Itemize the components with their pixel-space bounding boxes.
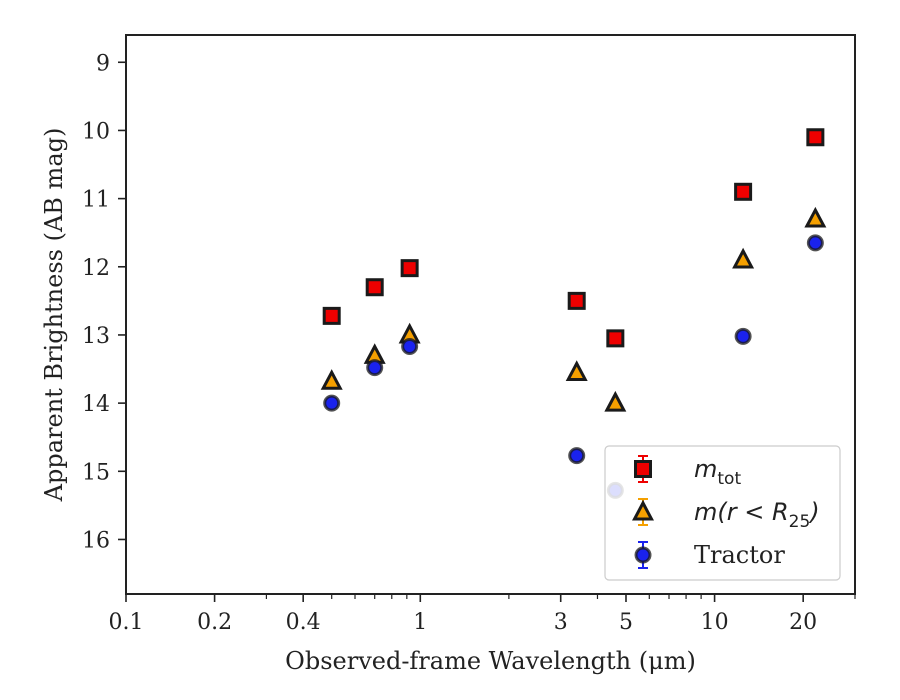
square-marker xyxy=(567,291,586,310)
data-point xyxy=(734,327,752,345)
y-tick-label: 12 xyxy=(82,256,110,281)
legend-entry: m(r < R25) xyxy=(632,498,820,532)
y-axis-label: Apparent Brightness (AB mag) xyxy=(40,128,68,503)
y-tick-label: 11 xyxy=(82,188,110,213)
data-point xyxy=(806,234,824,252)
x-tick-label: 3 xyxy=(554,610,568,635)
legend-label-base: m xyxy=(694,455,717,483)
y-tick-label: 15 xyxy=(82,460,110,485)
data-point xyxy=(401,338,419,356)
legend: mtot m(r < R25) Tractor xyxy=(604,445,841,581)
triangle-marker xyxy=(604,390,627,412)
square-marker xyxy=(806,128,825,147)
legend-label: Tractor xyxy=(694,541,785,569)
legend-label-base: Tractor xyxy=(694,541,785,569)
triangle-marker xyxy=(804,206,827,228)
legend-entry: mtot xyxy=(634,455,741,489)
x-tick-label: 0.1 xyxy=(109,610,144,635)
y-tick-label: 9 xyxy=(96,51,110,76)
x-tick-label: 20 xyxy=(789,610,817,635)
x-tick-label: 0.2 xyxy=(197,610,232,635)
series-0 xyxy=(322,128,825,348)
data-point xyxy=(323,394,341,412)
legend-entry: Tractor xyxy=(634,541,785,569)
plot-frame xyxy=(125,34,856,595)
circle-marker xyxy=(734,327,752,345)
data-point xyxy=(806,128,825,147)
x-tick-label: 10 xyxy=(701,610,729,635)
x-tick-label: 0.4 xyxy=(286,610,321,635)
data-point xyxy=(604,390,627,412)
circle-marker xyxy=(323,394,341,412)
data-point xyxy=(320,369,343,390)
square-marker xyxy=(606,329,625,348)
square-marker xyxy=(365,278,384,297)
data-point xyxy=(400,259,419,278)
data-point xyxy=(734,182,753,201)
legend-label: m(r < R25) xyxy=(694,498,820,532)
square-marker xyxy=(400,259,419,278)
triangle-marker xyxy=(565,360,588,381)
y-tick-label: 13 xyxy=(82,324,110,349)
y-tick-label: 14 xyxy=(82,392,110,417)
y-tick-label: 16 xyxy=(82,528,110,553)
data-point xyxy=(365,278,384,297)
data-point xyxy=(606,329,625,348)
legend-box xyxy=(604,445,841,581)
data-point xyxy=(322,306,341,325)
data-point xyxy=(366,359,384,377)
circle-marker xyxy=(366,359,384,377)
data-point xyxy=(732,247,755,269)
x-tick-label: 5 xyxy=(619,610,633,635)
circle-marker xyxy=(401,338,419,356)
legend-circle-marker xyxy=(634,546,652,564)
legend-triangle-marker xyxy=(632,499,654,521)
data-point xyxy=(568,447,586,465)
legend-label: mtot xyxy=(694,455,741,489)
circle-marker xyxy=(568,447,586,465)
y-tick-label: 10 xyxy=(82,119,110,144)
series-1 xyxy=(320,206,827,412)
legend-square-marker xyxy=(634,460,652,478)
x-axis-label: Observed-frame Wavelength (μm) xyxy=(285,647,696,675)
data-point xyxy=(804,206,827,228)
legend-label-base: m(r < R xyxy=(694,498,789,526)
legend-label-subscript: tot xyxy=(717,469,741,489)
square-marker xyxy=(734,182,753,201)
triangle-marker xyxy=(320,369,343,390)
square-marker xyxy=(322,306,341,325)
circle-marker xyxy=(806,234,824,252)
legend-label-tail: ) xyxy=(808,498,819,526)
triangle-marker xyxy=(732,247,755,269)
x-tick-label: 1 xyxy=(413,610,427,635)
data-point xyxy=(565,360,588,381)
data-point xyxy=(567,291,586,310)
legend-label-subscript: 25 xyxy=(789,512,811,532)
